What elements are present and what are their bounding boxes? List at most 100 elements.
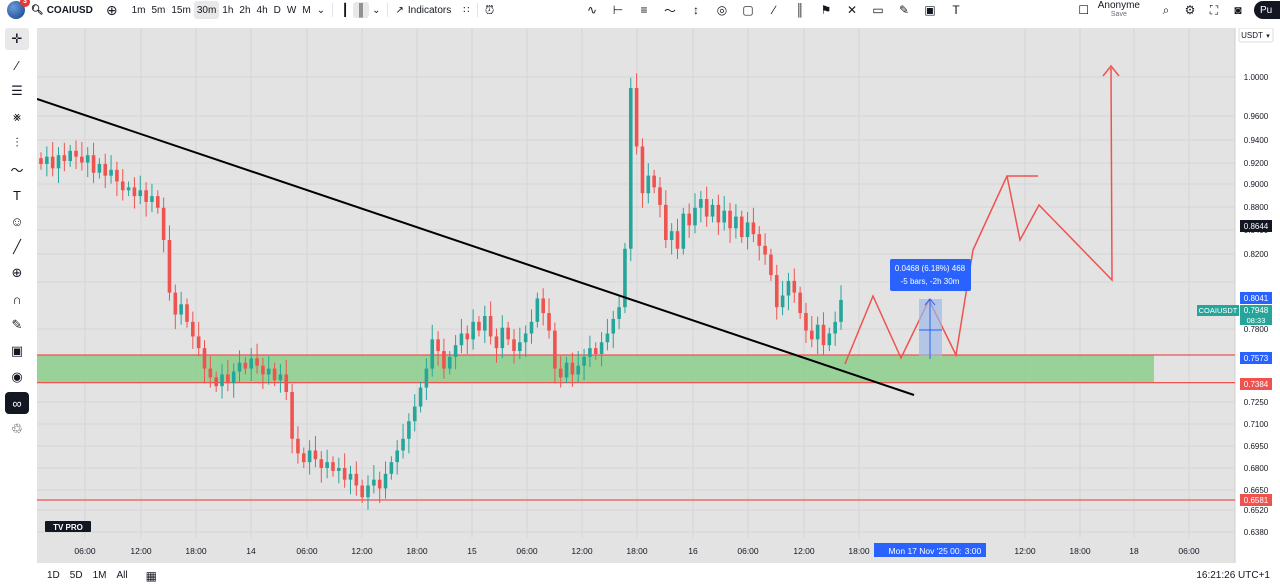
calendar-icon[interactable]: ▦ [145, 568, 157, 583]
interval-30m[interactable]: 30m [193, 1, 220, 19]
last-price-box [1240, 305, 1272, 325]
symbol-tag: COAIUSDT [1197, 305, 1239, 316]
candle-body [196, 336, 201, 349]
currency-selector[interactable]: USDT ▾ [1238, 28, 1274, 43]
fib-tools-icon[interactable]: ☰ [11, 83, 23, 98]
trend-line-icon[interactable]: ∕ [15, 57, 19, 73]
pattern-icon[interactable]: ⨳ [12, 109, 22, 124]
note-icon[interactable]: ▭ [872, 3, 884, 17]
lock-icon[interactable]: ▣ [10, 343, 24, 358]
price-tag-label: 0.8041 [1244, 294, 1269, 303]
interval-2h[interactable]: 2h [239, 4, 251, 16]
symbol-search-button[interactable]: 🔍︎ COAIUSD [31, 5, 93, 16]
camera-icon[interactable]: ◙ [1234, 3, 1242, 17]
range-all[interactable]: All [116, 570, 128, 581]
interval-1h[interactable]: 1h [222, 4, 234, 16]
date-range-icon[interactable]: ⊢ [612, 3, 624, 17]
fib-retracement-icon[interactable]: ≡ [640, 3, 648, 17]
time-tick-label: 12:00 [571, 546, 593, 556]
crosshair-icon[interactable]: ✛ [5, 28, 29, 50]
chart-pane[interactable]: 0.0468 (6.18%) 468 -5 bars, -2h 30m TV P… [37, 28, 1280, 563]
price-tick-label: 0.9600 [1244, 112, 1269, 121]
forecast-icon[interactable]: ⫶ [15, 135, 19, 150]
pencil-icon[interactable]: ✎ [898, 3, 910, 17]
chevron-down-icon[interactable]: ⌄ [372, 4, 381, 16]
interval-5m[interactable]: 5m [151, 4, 166, 16]
candle-body [500, 327, 505, 349]
visibility-eye-icon[interactable]: ◉ [11, 369, 23, 384]
projection-path-2[interactable] [1006, 67, 1113, 282]
ruler-icon[interactable]: ╱ [13, 239, 21, 254]
utc-clock[interactable]: 16:21:26 UTC+1 [1196, 570, 1270, 581]
account-button[interactable]: Anonyme Save [1098, 1, 1140, 19]
templates-icon[interactable]: ∷ [463, 4, 470, 16]
candle-body [115, 169, 119, 182]
interval-d[interactable]: D [273, 4, 281, 16]
candles-chart-type-icon[interactable]: ║ [353, 2, 370, 18]
candle-body [810, 330, 814, 340]
interval-4h[interactable]: 4h [256, 4, 268, 16]
text-tool-icon[interactable]: T [13, 187, 21, 203]
crosshair-time-box [874, 543, 986, 557]
trend-line[interactable] [37, 98, 915, 396]
settings-gear-icon[interactable]: ⚙︎ [1184, 3, 1196, 17]
quick-search-icon[interactable]: ⌕ [1162, 2, 1170, 17]
currency-box[interactable] [1238, 28, 1274, 43]
price-tick-label: 0.8200 [1244, 250, 1269, 259]
crosshair-time-end-box [961, 543, 985, 557]
range-1d[interactable]: 1D [47, 570, 60, 581]
time-tick-label: 15 [467, 546, 477, 556]
layout-checkbox-icon[interactable]: ☐ [1078, 3, 1090, 17]
interval-15m[interactable]: 15m [171, 4, 191, 16]
long-position-icon[interactable]: ↕ [693, 3, 699, 17]
publish-button[interactable]: Pu [1254, 1, 1280, 19]
crosshair-time-label: Mon 17 Nov '25 00:30 3:00 [874, 543, 986, 557]
fullscreen-icon[interactable]: ⛶ [1209, 2, 1219, 17]
candle-body [588, 348, 592, 357]
interval-m[interactable]: M [302, 4, 311, 16]
price-tick-label: 0.7800 [1244, 325, 1269, 334]
chevron-down-icon[interactable]: ⌄ [316, 4, 326, 16]
circle-icon[interactable]: ◎ [716, 3, 728, 17]
time-tick-label: 12:00 [793, 546, 815, 556]
range-5d[interactable]: 5D [69, 570, 83, 581]
stay-drawing-icon[interactable]: ✎ [11, 317, 23, 332]
zoom-in-icon[interactable]: ⊕ [11, 265, 23, 280]
indicators-button[interactable]: ↗ Indicators [392, 1, 454, 19]
candle-body [424, 368, 429, 388]
candle-body [798, 292, 802, 314]
rectangle-icon[interactable]: ▢ [742, 3, 754, 17]
text-box-icon[interactable]: T [952, 3, 960, 17]
candle-body [722, 210, 727, 223]
alert-clock-icon[interactable]: ⏰︎ [484, 2, 495, 17]
magnet-icon[interactable]: ∩ [12, 291, 22, 307]
brush-icon[interactable]: ∿ [586, 3, 598, 17]
user-avatar[interactable]: 3 [7, 0, 30, 19]
bars-pattern-icon[interactable]: ║ [795, 3, 805, 17]
candle-body [582, 356, 586, 366]
trash-icon[interactable]: ♲ [11, 421, 23, 436]
projection-path[interactable] [844, 175, 1038, 365]
candle-body [249, 358, 254, 369]
path-icon[interactable]: 〜 [663, 3, 676, 18]
price-tick-label: 0.6520 [1244, 506, 1269, 515]
candle-body [623, 248, 627, 308]
interval-1m[interactable]: 1m [131, 4, 146, 16]
emoji-icon[interactable]: ☺︎ [10, 213, 24, 229]
brush-tool-icon[interactable]: 〜 [10, 162, 24, 178]
image-icon[interactable]: ▣ [924, 3, 936, 17]
candle-body [792, 280, 797, 293]
flag-icon[interactable]: ⚑ [820, 3, 832, 17]
compare-add-icon[interactable]: ⊕ [105, 1, 118, 18]
time-axis[interactable]: 06:00 12:00 18:00 14 06:00 12:00 18:00 15 06:00 1… [74, 546, 1200, 556]
watermark-box [45, 521, 91, 532]
candle-body [307, 450, 312, 463]
range-1m[interactable]: 1M [92, 570, 107, 581]
cross-line-icon[interactable]: ✕ [846, 3, 858, 17]
link-icon[interactable]: ∞ [5, 392, 29, 414]
ray-icon[interactable]: ∕ [772, 3, 775, 17]
candle-body [161, 207, 166, 240]
candle-body [150, 196, 154, 202]
interval-w[interactable]: W [286, 4, 297, 16]
bar-chart-type-icon[interactable]: ┃ [341, 3, 349, 17]
